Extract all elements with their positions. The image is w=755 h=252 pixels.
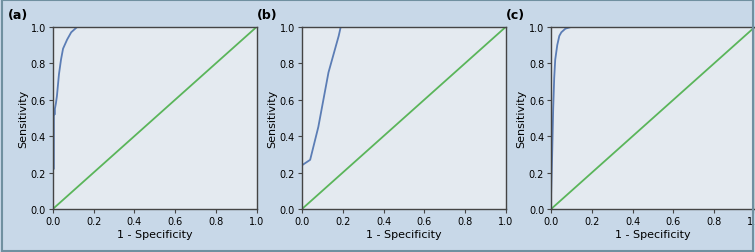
X-axis label: 1 - Specificity: 1 - Specificity [117, 229, 193, 239]
Text: (a): (a) [8, 9, 28, 22]
Y-axis label: Sensitivity: Sensitivity [267, 89, 277, 147]
Y-axis label: Sensitivity: Sensitivity [18, 89, 28, 147]
X-axis label: 1 - Specificity: 1 - Specificity [615, 229, 691, 239]
Text: (b): (b) [257, 9, 278, 22]
Text: (c): (c) [507, 9, 525, 22]
Y-axis label: Sensitivity: Sensitivity [516, 89, 526, 147]
X-axis label: 1 - Specificity: 1 - Specificity [366, 229, 442, 239]
